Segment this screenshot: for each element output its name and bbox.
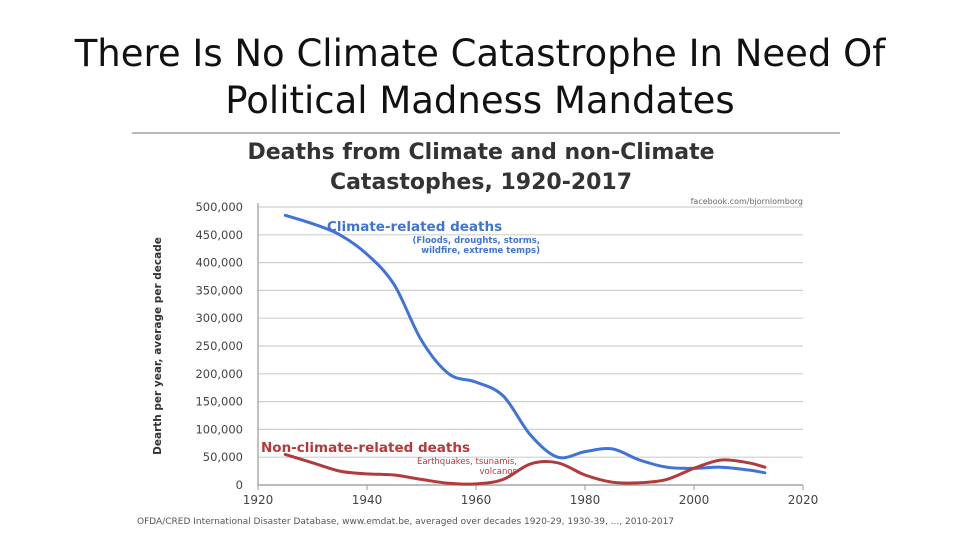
source-note: OFDA/CRED International Disaster Databas… [137, 517, 674, 527]
y-tick-label: 150,000 [195, 395, 243, 409]
chart-image: 0 50,000 100,000 150,000 200,000 250,000 300,0… [135, 136, 835, 531]
non-climate-series-label: Non-climate-related deaths [261, 440, 470, 456]
x-tick-label: 2000 [679, 493, 710, 507]
y-tick-label: 500,000 [195, 200, 243, 214]
y-tick-label: 350,000 [195, 283, 243, 297]
x-tick-label: 1920 [243, 493, 274, 507]
slide-title: There Is No Climate Catastrophe In Need … [74, 32, 886, 122]
y-axis-label: Dearth per year, average per decade [152, 237, 164, 455]
grid-lines [258, 206, 803, 486]
deaths-line-chart: 0 50,000 100,000 150,000 200,000 250,000 300,0… [137, 140, 818, 527]
y-tick-label: 300,000 [195, 311, 243, 325]
y-tick-label: 0 [236, 478, 243, 492]
non-climate-series-sublabel-2: volcanos [480, 467, 518, 477]
climate-series-sublabel-2: wildfire, extreme temps) [421, 246, 540, 256]
y-tick-label: 450,000 [195, 228, 243, 242]
non-climate-related-deaths-line [283, 452, 767, 486]
climate-series-sublabel-1: (Floods, droughts, storms, [412, 236, 540, 246]
title-divider [132, 132, 840, 134]
series-lines [283, 213, 767, 486]
non-climate-series-sublabel-1: Earthquakes, tsunamis, [417, 457, 517, 467]
watermark: facebook.com/bjornlomborg [691, 197, 803, 206]
x-tick-label: 1980 [570, 493, 601, 507]
y-tick-label: 250,000 [195, 339, 243, 353]
x-tick-label: 1940 [352, 493, 383, 507]
y-tick-label: 400,000 [195, 256, 243, 270]
axes: 0 50,000 100,000 150,000 200,000 250,000 300,0… [195, 200, 818, 507]
chart-title-line2: Catastophes, 1920-2017 [330, 170, 632, 195]
x-tick-label: 2020 [788, 493, 819, 507]
chart-title-line1: Deaths from Climate and non-Climate [247, 140, 714, 165]
y-tick-label: 200,000 [195, 367, 243, 381]
x-tick-label: 1960 [461, 493, 492, 507]
y-tick-label: 100,000 [195, 422, 243, 436]
chart-labels: Deaths from Climate and non-Climate Catas… [137, 140, 803, 527]
y-tick-label: 50,000 [203, 450, 243, 464]
climate-series-label: Climate-related deaths [327, 219, 502, 235]
